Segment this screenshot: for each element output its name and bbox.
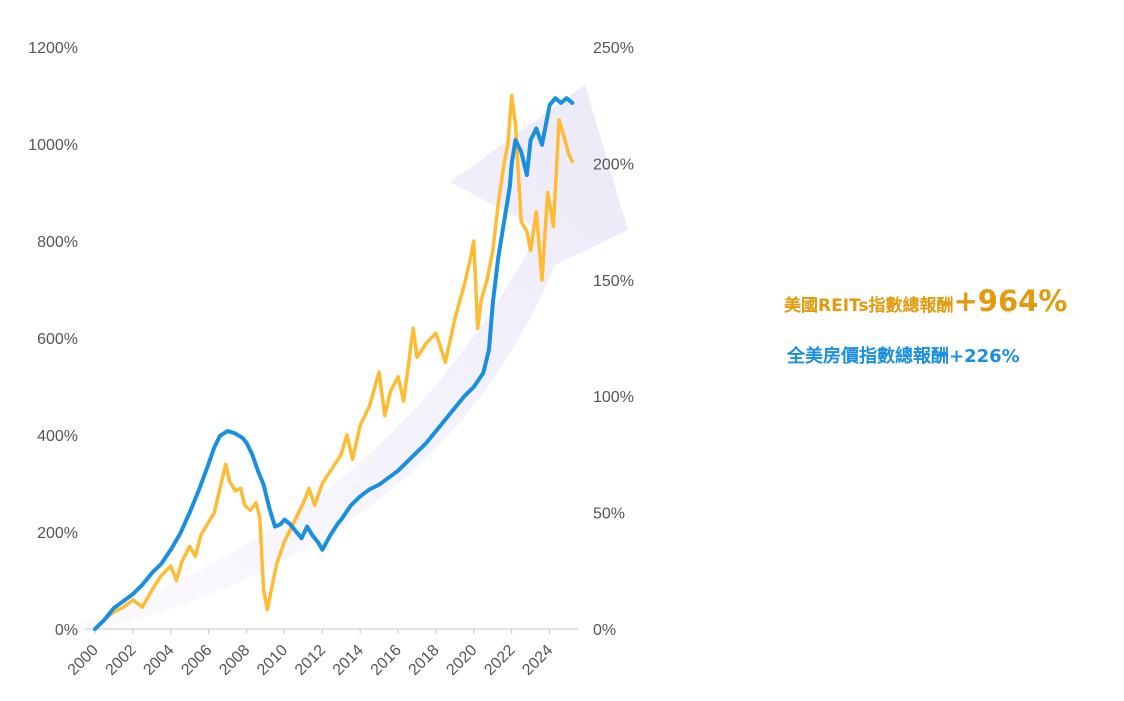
x-axis-tick-label: 2000 (65, 642, 102, 679)
right-axis-tick-label: 0% (593, 622, 616, 639)
x-axis-tick-label: 2006 (178, 642, 215, 679)
left-axis-tick-label: 1200% (28, 40, 78, 57)
series-lines (93, 93, 575, 631)
x-axis-tick-label: 2022 (481, 642, 518, 679)
reits-annotation-label: 美國REITs指數總報酬 (784, 296, 954, 316)
x-axis-tick-label: 2012 (292, 642, 329, 679)
right-axis-tick-label: 150% (593, 273, 634, 290)
x-axis-ticks: 2000 2002 2004 2006 2008 2010 2012 2014 2016 2018… (65, 629, 556, 679)
left-axis-ticks: 0% 200% 400% 600% 800% 1000% 1200% (28, 40, 78, 639)
x-axis-tick-label: 2008 (216, 642, 253, 679)
reits-annotation: 美國REITs指數總報酬+964% (784, 284, 1067, 318)
left-axis-tick-label: 600% (37, 331, 78, 348)
x-axis-tick-label: 2010 (254, 642, 291, 679)
trend-arrow (45, 85, 628, 637)
x-axis-tick-label: 2018 (406, 642, 443, 679)
house-annotation: 全美房價指數總報酬+226% (787, 346, 1020, 367)
x-axis-tick-label: 2024 (519, 642, 556, 679)
x-axis-tick-label: 2002 (103, 642, 140, 679)
right-axis-tick-label: 50% (593, 506, 625, 523)
left-axis-tick-label: 800% (37, 234, 78, 251)
left-axis-tick-label: 1000% (28, 137, 78, 154)
right-axis-tick-label: 250% (593, 40, 634, 57)
left-axis-tick-label: 200% (37, 525, 78, 542)
right-axis-tick-label: 100% (593, 389, 634, 406)
right-axis-ticks: 0% 50% 100% 150% 200% 250% (593, 40, 634, 639)
reits-annotation-value: +964% (953, 284, 1068, 318)
x-axis-tick-label: 2014 (330, 642, 367, 679)
left-axis-tick-label: 0% (55, 622, 78, 639)
right-axis-tick-label: 200% (593, 156, 634, 173)
reits-series-line (93, 93, 575, 631)
x-axis-tick-label: 2016 (368, 642, 405, 679)
house-price-series-line (93, 96, 575, 631)
x-axis-tick-label: 2020 (443, 642, 480, 679)
left-axis-tick-label: 400% (37, 428, 78, 445)
x-axis-tick-label: 2004 (140, 642, 177, 679)
